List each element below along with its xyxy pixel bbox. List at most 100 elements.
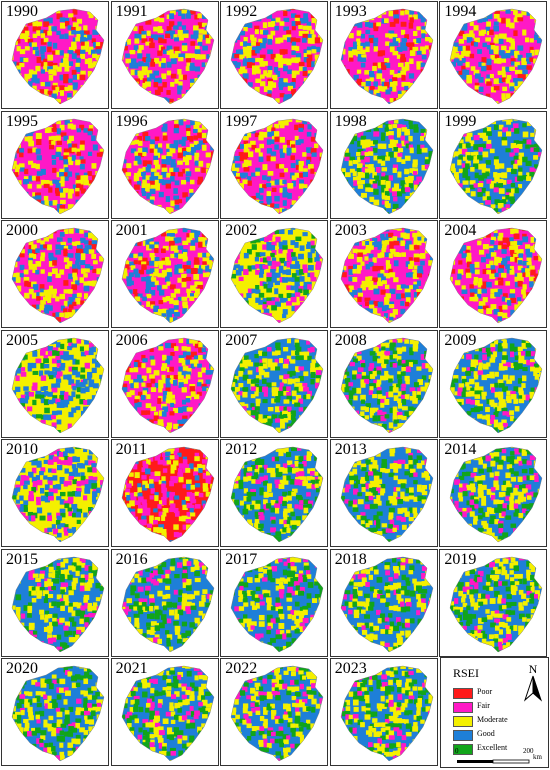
legend-swatch-moderate xyxy=(453,716,473,727)
legend-swatch-good xyxy=(453,730,473,741)
map-panel-2022: 2022 xyxy=(220,658,329,766)
year-label-1990: 1990 xyxy=(6,3,38,20)
year-label-2019: 2019 xyxy=(444,550,477,568)
map-panel-2004: 2004 xyxy=(439,220,548,328)
rsei-map-2015 xyxy=(11,556,105,652)
legend-swatch-fair xyxy=(453,702,473,713)
rsei-map-2020 xyxy=(11,665,105,762)
year-label-2009: 2009 xyxy=(444,331,477,349)
map-panel-1991: 1991 xyxy=(110,1,219,109)
rsei-map-1996 xyxy=(121,118,214,214)
map-panel-2005: 2005 xyxy=(1,329,109,438)
rsei-map-2000 xyxy=(11,227,105,324)
legend-title: RSEI xyxy=(453,666,480,680)
map-panel-2018: 2018 xyxy=(329,548,438,657)
rsei-map-2011 xyxy=(121,446,214,543)
legend-label-fair: Fair xyxy=(477,701,490,710)
year-label-2010: 2010 xyxy=(6,441,38,458)
year-label-2008: 2008 xyxy=(334,331,367,349)
map-panel-1993: 1993 xyxy=(329,1,438,109)
year-label-2000: 2000 xyxy=(6,222,38,239)
map-panel-2014: 2014 xyxy=(439,439,548,547)
rsei-map-2017 xyxy=(230,556,324,652)
rsei-map-2021 xyxy=(121,665,214,762)
scale-label-unit: km xyxy=(533,753,542,761)
north-arrow-icon: N xyxy=(523,662,543,702)
year-label-2013: 2013 xyxy=(334,441,367,458)
legend-panel: RSEI Poor Fair Moderate Good Excellent N xyxy=(440,657,549,768)
year-label-2006: 2006 xyxy=(115,331,148,349)
rsei-map-2005 xyxy=(11,337,105,433)
year-label-2002: 2002 xyxy=(225,222,258,239)
map-panel-2003: 2003 xyxy=(329,220,438,328)
map-panel-2017: 2017 xyxy=(220,548,329,657)
map-panel-1992: 1992 xyxy=(220,1,329,109)
rsei-map-2010 xyxy=(11,446,105,543)
map-panel-2007: 2007 xyxy=(220,329,329,438)
rsei-map-2016 xyxy=(121,556,214,652)
year-label-2018: 2018 xyxy=(334,550,367,568)
rsei-map-1995 xyxy=(11,118,105,214)
map-panel-2012: 2012 xyxy=(220,439,329,547)
map-panel-2020: 2020 xyxy=(1,658,109,766)
rsei-map-1993 xyxy=(340,8,434,105)
map-panel-2006: 2006 xyxy=(110,329,219,438)
map-panel-2010: 2010 xyxy=(1,439,109,547)
rsei-map-2013 xyxy=(340,446,434,543)
legend-label-good: Good xyxy=(477,729,495,738)
map-panel-2015: 2015 xyxy=(1,548,109,657)
legend-label-moderate: Moderate xyxy=(477,715,508,724)
map-panel-2013: 2013 xyxy=(329,439,438,547)
rsei-map-1997 xyxy=(230,118,324,214)
rsei-map-1991 xyxy=(121,8,214,105)
year-label-2007: 2007 xyxy=(225,331,258,349)
map-panel-2011: 2011 xyxy=(110,439,219,547)
year-label-1998: 1998 xyxy=(334,112,367,130)
year-label-1994: 1994 xyxy=(444,3,477,20)
rsei-map-2001 xyxy=(121,227,214,324)
map-panel-2008: 2008 xyxy=(329,329,438,438)
year-label-1991: 1991 xyxy=(115,3,148,20)
year-label-2001: 2001 xyxy=(115,222,148,239)
map-panel-2002: 2002 xyxy=(220,220,329,328)
scale-bar xyxy=(457,759,530,764)
year-label-1992: 1992 xyxy=(225,3,258,20)
map-panel-2009: 2009 xyxy=(439,329,548,438)
year-label-2014: 2014 xyxy=(444,441,477,458)
map-panel-2001: 2001 xyxy=(110,220,219,328)
legend-label-excellent: Excellent xyxy=(477,743,508,752)
rsei-map-1994 xyxy=(450,8,543,105)
map-panel-2016: 2016 xyxy=(110,548,219,657)
year-label-1997: 1997 xyxy=(225,112,258,130)
rsei-map-2004 xyxy=(450,227,543,324)
rsei-map-2014 xyxy=(450,446,543,543)
year-label-2023: 2023 xyxy=(334,660,367,677)
map-panel-1994: 1994 xyxy=(439,1,548,109)
map-panel-2000: 2000 xyxy=(1,220,109,328)
year-label-2020: 2020 xyxy=(6,660,38,677)
year-label-2004: 2004 xyxy=(444,222,477,239)
rsei-map-1999 xyxy=(450,118,543,214)
rsei-map-1998 xyxy=(340,118,434,214)
rsei-map-2022 xyxy=(230,665,324,762)
map-panel-2019: 2019 xyxy=(439,548,548,657)
year-label-2005: 2005 xyxy=(6,331,38,349)
year-label-2017: 2017 xyxy=(225,550,258,568)
map-panel-2021: 2021 xyxy=(110,658,219,766)
rsei-map-2008 xyxy=(340,337,434,433)
rsei-map-2023 xyxy=(340,665,434,762)
year-label-2011: 2011 xyxy=(115,441,147,458)
rsei-map-1992 xyxy=(230,8,324,105)
legend-label-poor: Poor xyxy=(477,687,493,696)
rsei-map-2019 xyxy=(450,556,543,652)
year-label-2021: 2021 xyxy=(115,660,148,677)
rsei-map-2012 xyxy=(230,446,324,543)
rsei-map-1990 xyxy=(11,8,105,105)
map-panel-1998: 1998 xyxy=(329,110,438,219)
year-label-2022: 2022 xyxy=(225,660,258,677)
year-label-1996: 1996 xyxy=(115,112,148,130)
map-panel-1990: 1990 xyxy=(1,1,109,109)
year-label-2016: 2016 xyxy=(115,550,148,568)
